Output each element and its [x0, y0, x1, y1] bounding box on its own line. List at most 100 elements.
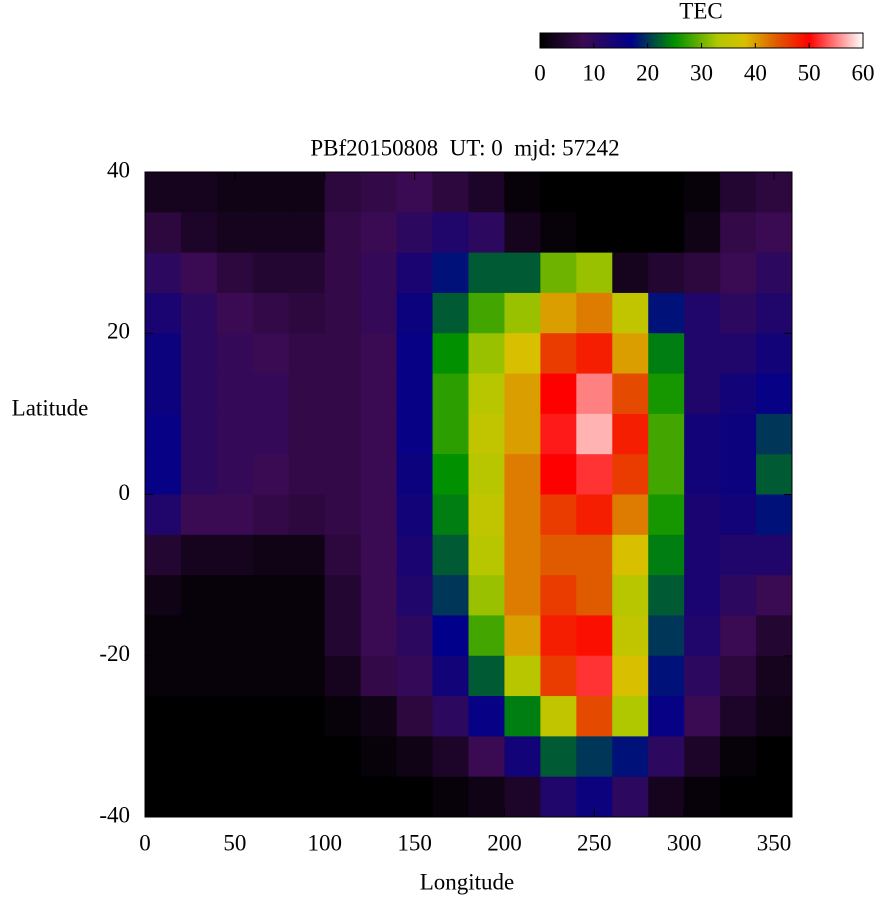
heat-cell [648, 333, 685, 375]
heat-cell [432, 655, 469, 697]
heat-cell [145, 494, 182, 536]
heat-cell [396, 212, 434, 254]
heat-cell [540, 655, 577, 697]
heat-cell [360, 655, 398, 697]
heat-cell [288, 534, 326, 576]
heat-cell [612, 252, 649, 294]
heat-cell [648, 212, 685, 254]
heat-cell [180, 413, 218, 455]
heat-cell [468, 696, 505, 737]
heat-cell [396, 454, 434, 495]
heat-cell [504, 534, 541, 576]
heat-cell [720, 413, 757, 455]
heat-cell [324, 575, 362, 616]
heat-cell [396, 494, 434, 536]
heat-cell [468, 736, 505, 778]
heat-cell [360, 736, 398, 778]
heat-cell [612, 494, 649, 536]
heat-cell [288, 696, 326, 737]
heat-cell [684, 292, 721, 334]
heat-cell [468, 776, 505, 818]
heat-cell [648, 292, 685, 334]
heat-cell [576, 212, 613, 254]
heat-cell [216, 736, 254, 778]
heat-cell [396, 736, 434, 778]
heat-cell [756, 615, 793, 657]
heat-cell [324, 736, 362, 778]
heat-cell [360, 575, 398, 616]
heat-cell [360, 696, 398, 737]
heat-cell [576, 534, 613, 576]
colorbar-tick-label: 0 [534, 60, 546, 85]
heat-cell [648, 575, 685, 616]
heat-cell [504, 696, 541, 737]
heat-cell [145, 172, 182, 213]
y-tick-label: 20 [107, 319, 130, 344]
heat-cell [756, 655, 793, 697]
heat-cell [468, 252, 505, 294]
heat-cell [360, 292, 398, 334]
heat-cell [576, 454, 613, 495]
heat-cell [396, 655, 434, 697]
x-tick-label: 300 [667, 830, 702, 855]
heat-cell [252, 615, 290, 657]
heat-cell [648, 413, 685, 455]
heat-cell [432, 776, 469, 818]
heat-cell [648, 373, 685, 415]
heat-cell [432, 292, 469, 334]
heat-cell [180, 494, 218, 536]
heat-cell [396, 615, 434, 657]
heat-cell [540, 534, 577, 576]
heat-cell [720, 212, 757, 254]
heat-cell [756, 534, 793, 576]
y-tick-label: -40 [99, 802, 130, 827]
heat-cell [324, 494, 362, 536]
heat-cell [720, 534, 757, 576]
heat-cell [288, 292, 326, 334]
heat-cell [612, 575, 649, 616]
heat-cell [504, 575, 541, 616]
heat-cell [180, 333, 218, 375]
y-axis-label: Latitude [12, 395, 89, 420]
heat-cell [504, 615, 541, 657]
heat-cell [720, 736, 757, 778]
heat-cell [180, 212, 218, 254]
heat-cell [576, 292, 613, 334]
heat-cell [288, 413, 326, 455]
heat-cell [504, 655, 541, 697]
heat-cell [324, 776, 362, 818]
heat-cell [360, 534, 398, 576]
heat-cell [468, 373, 505, 415]
heat-cell [216, 252, 254, 294]
heat-cell [504, 373, 541, 415]
heat-cell [432, 534, 469, 576]
heat-cell [720, 696, 757, 737]
heat-cell [684, 776, 721, 818]
heat-cell [540, 172, 577, 213]
heat-cell [145, 413, 182, 455]
heat-cell [216, 655, 254, 697]
heat-cell [432, 696, 469, 737]
heat-cell [216, 212, 254, 254]
heat-cell [180, 655, 218, 697]
heat-cell [756, 212, 793, 254]
heat-cell [612, 736, 649, 778]
heat-cell [540, 333, 577, 375]
heat-cell [180, 696, 218, 737]
x-tick-label: 350 [757, 830, 792, 855]
heat-cell [648, 736, 685, 778]
heat-cell [504, 252, 541, 294]
heat-cell [432, 333, 469, 375]
heat-cell [324, 212, 362, 254]
heat-cell [324, 615, 362, 657]
heat-cell [145, 292, 182, 334]
heat-cell [684, 252, 721, 294]
heat-cell [648, 494, 685, 536]
colorbar-tick-label: 60 [852, 60, 875, 85]
heat-cell [432, 736, 469, 778]
heat-cell [432, 252, 469, 294]
heat-cell [288, 736, 326, 778]
x-tick-label: 100 [307, 830, 342, 855]
heat-cell [540, 494, 577, 536]
